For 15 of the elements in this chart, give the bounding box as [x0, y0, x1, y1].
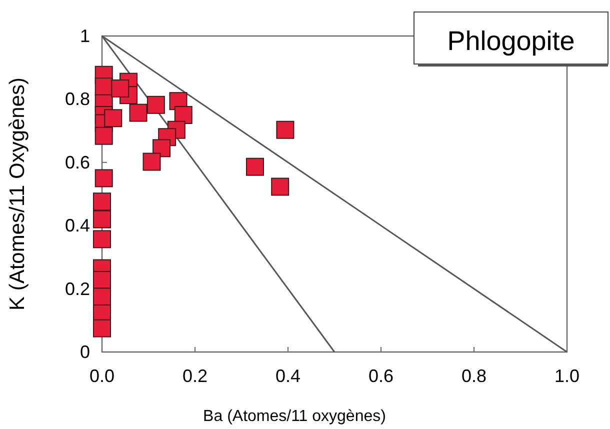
chart-title: Phlogopite — [447, 26, 575, 56]
x-tick-label: 1.0 — [554, 366, 580, 386]
y-tick-label: 0.2 — [64, 278, 90, 299]
x-tick-label: 0.6 — [368, 366, 394, 386]
x-tick-label: 0.4 — [275, 366, 301, 386]
x-tick-label: 0.2 — [182, 366, 208, 386]
x-tick-label: 0.8 — [461, 366, 487, 386]
y-tick-label: 1 — [80, 26, 90, 46]
y-axis-title: K (Atomes/11 Oxygènes) — [6, 77, 29, 311]
y-tick-label: 0 — [80, 342, 90, 362]
x-tick-label: 0.0 — [89, 366, 115, 386]
y-tick-label: 0.8 — [64, 89, 90, 110]
x-axis-title: Ba (Atomes/11 oxygènes) — [203, 408, 386, 425]
y-tick-label: 0.6 — [64, 152, 90, 172]
y-tick-label: 0.4 — [64, 216, 90, 236]
